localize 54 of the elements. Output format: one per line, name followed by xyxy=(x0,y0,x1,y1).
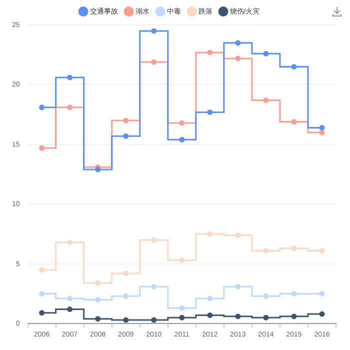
point xyxy=(263,248,269,254)
point xyxy=(123,118,129,124)
point xyxy=(179,258,185,264)
point xyxy=(291,290,297,296)
point xyxy=(39,145,45,151)
point xyxy=(235,40,241,46)
point xyxy=(319,124,325,130)
point xyxy=(151,284,157,290)
point xyxy=(179,120,185,126)
point xyxy=(151,59,157,65)
point xyxy=(123,133,129,139)
point xyxy=(291,118,297,124)
point xyxy=(207,50,213,56)
point xyxy=(39,310,45,316)
point xyxy=(39,267,45,273)
point xyxy=(39,104,45,110)
point xyxy=(319,311,325,317)
point xyxy=(123,270,129,276)
point xyxy=(123,293,129,299)
point xyxy=(39,290,45,296)
point xyxy=(291,314,297,320)
point xyxy=(179,305,185,311)
point xyxy=(123,317,129,323)
point xyxy=(67,306,73,312)
point xyxy=(207,109,213,115)
point xyxy=(207,312,213,318)
point xyxy=(151,317,157,323)
point xyxy=(291,246,297,252)
point xyxy=(95,280,101,286)
point xyxy=(67,240,73,246)
point xyxy=(319,248,325,254)
point xyxy=(67,296,73,302)
point xyxy=(263,97,269,103)
point xyxy=(235,232,241,238)
point xyxy=(263,50,269,56)
point xyxy=(207,231,213,237)
point xyxy=(95,316,101,322)
point xyxy=(67,104,73,110)
point xyxy=(151,28,157,34)
point xyxy=(263,314,269,320)
point xyxy=(235,314,241,320)
point xyxy=(207,296,213,302)
point xyxy=(319,290,325,296)
point xyxy=(179,136,185,142)
point xyxy=(291,64,297,70)
point xyxy=(179,314,185,320)
point xyxy=(235,284,241,290)
point xyxy=(95,296,101,302)
point xyxy=(319,130,325,136)
point xyxy=(263,293,269,299)
point xyxy=(95,166,101,172)
point xyxy=(151,237,157,243)
point xyxy=(235,56,241,62)
point xyxy=(67,74,73,80)
